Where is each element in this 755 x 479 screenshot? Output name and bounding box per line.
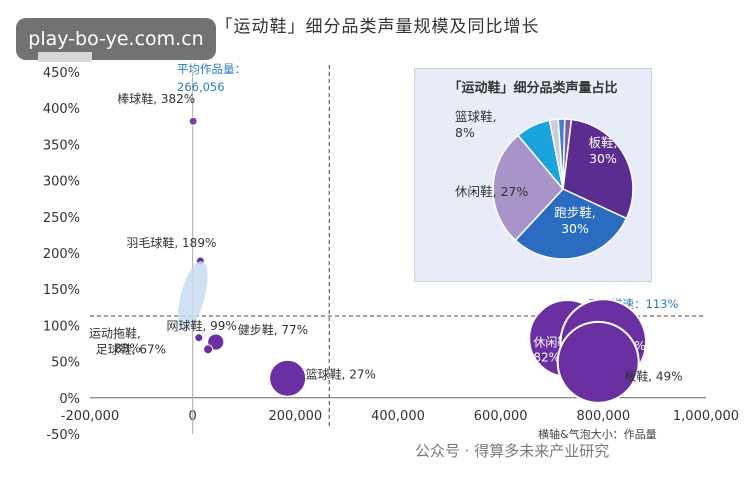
pie-chart: 板鞋,30%跑步鞋,30%休闲鞋, 27%篮球鞋,8% [455, 109, 634, 260]
point-label: 棒球鞋, 382% [117, 91, 195, 106]
pie-slice [492, 134, 564, 242]
point-label: 82% [533, 350, 560, 364]
pie-title: 「运动鞋」细分品类声量占比 [448, 81, 618, 96]
y-tick-label: 350% [43, 138, 80, 153]
y-tick-label: 200% [43, 247, 80, 262]
y-tick-label: -50% [46, 428, 80, 443]
point-label: 篮球鞋, 27% [306, 366, 376, 381]
x-axis-label: 横轴&气泡大小：作品量 [538, 428, 657, 441]
bubble [188, 116, 198, 126]
x-tick-label: 400,000 [371, 409, 425, 424]
bubble [269, 359, 307, 397]
pie-slice [514, 188, 628, 260]
y-tick-label: 150% [43, 283, 80, 298]
y-tick-label: 250% [43, 211, 80, 226]
bubble [556, 320, 640, 404]
bubble [194, 333, 204, 343]
y-tick-label: 0% [59, 392, 80, 407]
pie-label: 30% [561, 221, 589, 236]
pie-label: 休闲鞋, 27% [455, 184, 528, 199]
pie-slice [562, 118, 634, 220]
avg-x-label: 平均作品量： [177, 62, 246, 76]
x-tick-label: 1,000,000 [673, 409, 739, 424]
pie-label: 板鞋, [589, 135, 618, 150]
bubble [203, 344, 214, 355]
x-tick-label: -200,000 [61, 409, 119, 424]
y-tick-label: 450% [43, 66, 80, 81]
pie-label: 跑步鞋, [554, 205, 595, 220]
x-tick-label: 200,000 [268, 409, 322, 424]
point-label: 健步鞋, 77% [238, 322, 308, 337]
pie-label: 8% [455, 125, 475, 140]
x-tick-label: 800,000 [576, 409, 630, 424]
y-tick-label: 400% [43, 102, 80, 117]
pie-label: 30% [589, 151, 617, 166]
y-tick-label: 100% [43, 319, 80, 334]
point-label: 羽毛球鞋, 189% [126, 235, 216, 250]
point-label: 83% [114, 342, 141, 356]
axis-title-overlap [38, 52, 92, 62]
bottom-watermark: 公众号 · 得算多未来产业研究 [415, 442, 610, 460]
pie-label: 篮球鞋, [455, 109, 496, 124]
bubble [177, 261, 208, 332]
avg-x-value: 266,056 [177, 80, 225, 94]
pie-slice [562, 118, 573, 190]
y-tick-label: 50% [51, 356, 80, 371]
x-tick-label: 600,000 [474, 409, 528, 424]
chart-title: 「运动鞋」细分品类声量规模及同比增长 [215, 17, 540, 37]
point-label: 网球鞋, 99% [166, 318, 236, 333]
point-label: 板鞋, 49% [624, 368, 682, 383]
pie-inset: 「运动鞋」细分品类声量占比 板鞋, 30% 跑步鞋, 30% 休闲鞋, 27% 篮球鞋, 8… [414, 68, 652, 282]
point-label: 足球鞋, 67% [96, 341, 166, 356]
y-tick-label: 300% [43, 175, 80, 190]
point-label: 运动拖鞋, [89, 326, 141, 341]
